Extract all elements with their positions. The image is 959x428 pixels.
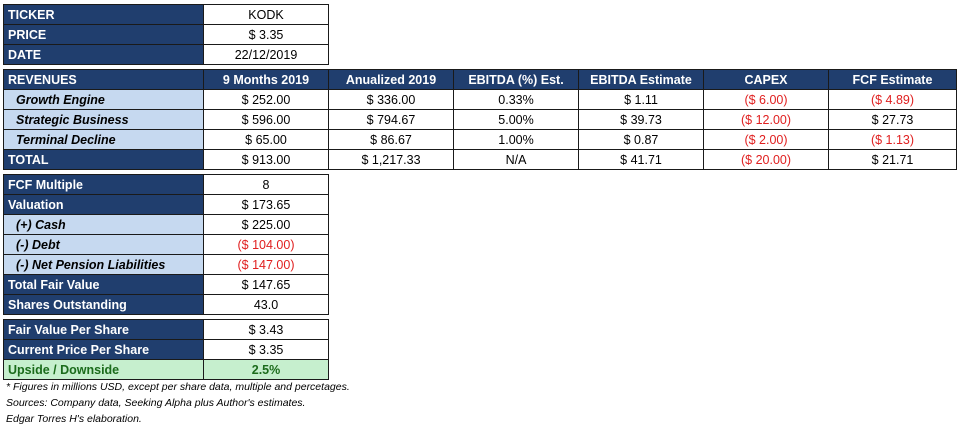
- cpps-row: Current Price Per Share $ 3.35: [3, 339, 329, 360]
- table-row: Terminal Decline $ 65.00 $ 86.67 1.00% $…: [3, 129, 957, 150]
- total-label: TOTAL: [3, 149, 204, 170]
- cell-9-months: $ 596.00: [203, 109, 329, 130]
- cash-value: $ 225.00: [203, 214, 329, 235]
- total-capex: ($ 20.00): [703, 149, 829, 170]
- total-ebitda-estimate: $ 41.71: [578, 149, 704, 170]
- info-row-price: PRICE $ 3.35: [3, 24, 329, 45]
- date-label: DATE: [3, 44, 204, 65]
- shares-label: Shares Outstanding: [3, 294, 204, 315]
- col-header-9-months: 9 Months 2019: [203, 69, 329, 90]
- col-header-capex: CAPEX: [703, 69, 829, 90]
- info-row-ticker: TICKER KODK: [3, 4, 329, 25]
- cell-annualized: $ 794.67: [328, 109, 454, 130]
- valuation-label: Valuation: [3, 194, 204, 215]
- cell-ebitda-estimate: $ 0.87: [578, 129, 704, 150]
- total-annualized: $ 1,217.33: [328, 149, 454, 170]
- upside-label: Upside / Downside: [3, 359, 204, 380]
- fair-value-row: Total Fair Value $ 147.65: [3, 274, 329, 295]
- per-share-table: Fair Value Per Share $ 3.43 Current Pric…: [3, 319, 329, 380]
- price-value: $ 3.35: [203, 24, 329, 45]
- debt-row: (-) Debt ($ 104.00): [3, 234, 329, 255]
- upside-value: 2.5%: [203, 359, 329, 380]
- valuation-table: FCF Multiple 8 Valuation $ 173.65 (+) Ca…: [3, 174, 329, 315]
- cash-label: (+) Cash: [3, 214, 204, 235]
- ticker-value: KODK: [203, 4, 329, 25]
- cell-capex: ($ 12.00): [703, 109, 829, 130]
- cell-ebitda-estimate: $ 39.73: [578, 109, 704, 130]
- cpps-label: Current Price Per Share: [3, 339, 204, 360]
- cell-annualized: $ 86.67: [328, 129, 454, 150]
- cell-fcf-estimate: ($ 1.13): [828, 129, 957, 150]
- pension-label: (-) Net Pension Liabilities: [3, 254, 204, 275]
- col-header-ebitda-estimate: EBITDA Estimate: [578, 69, 704, 90]
- cpps-value: $ 3.35: [203, 339, 329, 360]
- fcf-multiple-row: FCF Multiple 8: [3, 174, 329, 195]
- shares-row: Shares Outstanding 43.0: [3, 294, 329, 315]
- fvps-row: Fair Value Per Share $ 3.43: [3, 319, 329, 340]
- debt-value: ($ 104.00): [203, 234, 329, 255]
- cell-fcf-estimate: ($ 4.89): [828, 89, 957, 110]
- debt-label: (-) Debt: [3, 234, 204, 255]
- upside-row: Upside / Downside 2.5%: [3, 359, 329, 380]
- fcf-multiple-value: 8: [203, 174, 329, 195]
- total-9-months: $ 913.00: [203, 149, 329, 170]
- fcf-multiple-label: FCF Multiple: [3, 174, 204, 195]
- cell-annualized: $ 336.00: [328, 89, 454, 110]
- info-table: TICKER KODK PRICE $ 3.35 DATE 22/12/2019: [3, 4, 329, 65]
- cash-row: (+) Cash $ 225.00: [3, 214, 329, 235]
- price-label: PRICE: [3, 24, 204, 45]
- segment-name: Terminal Decline: [3, 129, 204, 150]
- col-header-annualized: Anualized 2019: [328, 69, 454, 90]
- fvps-label: Fair Value Per Share: [3, 319, 204, 340]
- col-header-fcf-estimate: FCF Estimate: [828, 69, 957, 90]
- cell-fcf-estimate: $ 27.73: [828, 109, 957, 130]
- valuation-row: Valuation $ 173.65: [3, 194, 329, 215]
- cell-ebitda-pct: 1.00%: [453, 129, 579, 150]
- pension-row: (-) Net Pension Liabilities ($ 147.00): [3, 254, 329, 275]
- date-value: 22/12/2019: [203, 44, 329, 65]
- ticker-label: TICKER: [3, 4, 204, 25]
- info-row-date: DATE 22/12/2019: [3, 44, 329, 65]
- total-row: TOTAL $ 913.00 $ 1,217.33 N/A $ 41.71 ($…: [3, 149, 957, 170]
- revenues-header-row: REVENUES 9 Months 2019 Anualized 2019 EB…: [3, 69, 957, 90]
- cell-capex: ($ 6.00): [703, 89, 829, 110]
- footnotes: * Figures in millions USD, except per sh…: [6, 379, 350, 427]
- cell-9-months: $ 65.00: [203, 129, 329, 150]
- fair-value-value: $ 147.65: [203, 274, 329, 295]
- footnote-sources: Sources: Company data, Seeking Alpha plu…: [6, 397, 306, 409]
- col-header-revenues: REVENUES: [3, 69, 204, 90]
- cell-capex: ($ 2.00): [703, 129, 829, 150]
- revenues-table: REVENUES 9 Months 2019 Anualized 2019 EB…: [3, 69, 957, 170]
- col-header-ebitda-pct: EBITDA (%) Est.: [453, 69, 579, 90]
- fair-value-label: Total Fair Value: [3, 274, 204, 295]
- pension-value: ($ 147.00): [203, 254, 329, 275]
- footnote-author: Edgar Torres H's elaboration.: [6, 413, 142, 425]
- total-ebitda-pct: N/A: [453, 149, 579, 170]
- cell-9-months: $ 252.00: [203, 89, 329, 110]
- cell-ebitda-estimate: $ 1.11: [578, 89, 704, 110]
- cell-ebitda-pct: 5.00%: [453, 109, 579, 130]
- shares-value: 43.0: [203, 294, 329, 315]
- segment-name: Strategic Business: [3, 109, 204, 130]
- valuation-value: $ 173.65: [203, 194, 329, 215]
- total-fcf-estimate: $ 21.71: [828, 149, 957, 170]
- footnote-units: * Figures in millions USD, except per sh…: [6, 381, 350, 393]
- table-row: Strategic Business $ 596.00 $ 794.67 5.0…: [3, 109, 957, 130]
- cell-ebitda-pct: 0.33%: [453, 89, 579, 110]
- fvps-value: $ 3.43: [203, 319, 329, 340]
- table-row: Growth Engine $ 252.00 $ 336.00 0.33% $ …: [3, 89, 957, 110]
- segment-name: Growth Engine: [3, 89, 204, 110]
